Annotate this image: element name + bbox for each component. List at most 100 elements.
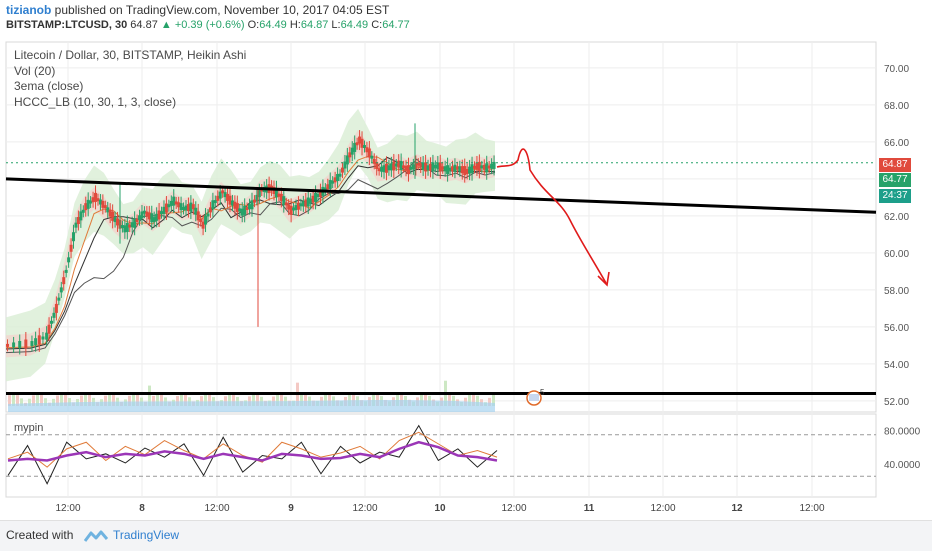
volume-bar xyxy=(224,396,227,406)
volume-bar xyxy=(204,394,207,406)
candle-body xyxy=(465,169,469,174)
legend-hccc[interactable]: HCCC_LB (10, 30, 1, 3, close) xyxy=(14,94,177,109)
volume-bar xyxy=(180,394,183,406)
volume-bar xyxy=(328,394,331,406)
candle-body xyxy=(355,142,359,146)
candle-body xyxy=(208,207,212,213)
volume-bar xyxy=(304,394,307,406)
candle-body xyxy=(147,212,151,220)
candle-body xyxy=(67,257,71,263)
volume-bar xyxy=(104,395,107,406)
candle-body xyxy=(81,209,85,213)
candle-body xyxy=(233,201,237,209)
oscillator-tick-label: 80.0000 xyxy=(884,427,921,438)
high-label: H: xyxy=(289,19,301,31)
candle-body xyxy=(218,191,222,199)
candle-body xyxy=(103,205,107,209)
candle-body xyxy=(150,213,154,223)
time-tick-label: 10 xyxy=(434,503,446,514)
price-chart[interactable]: 70.0068.0066.0064.0062.0060.0058.0056.00… xyxy=(0,0,932,520)
candle-body xyxy=(358,136,362,144)
candle-body xyxy=(431,162,435,172)
candle-body xyxy=(116,218,120,226)
envelope-band xyxy=(6,108,495,382)
candle-body xyxy=(94,192,98,202)
candle-body xyxy=(62,277,66,285)
candle-body xyxy=(421,162,425,170)
candle-body xyxy=(424,162,428,172)
candle-body xyxy=(184,205,188,211)
volume-bar xyxy=(276,394,279,406)
volume-bar xyxy=(80,395,83,406)
moving-average-line xyxy=(5,156,496,350)
time-tick-label: 12:00 xyxy=(204,503,229,514)
candle-body xyxy=(480,165,484,169)
legend-title[interactable]: Litecoin / Dollar, 30, BITSTAMP, Heikin … xyxy=(14,48,247,62)
footer-brand[interactable]: TradingView xyxy=(113,528,180,542)
candle-body xyxy=(194,207,198,215)
volume-bar xyxy=(40,395,43,406)
volume-bar xyxy=(68,398,71,406)
legend-vol[interactable]: Vol (20) xyxy=(14,63,56,78)
candle-body xyxy=(240,208,244,216)
volume-bar xyxy=(56,395,59,406)
candle-body xyxy=(402,165,406,169)
candle-body xyxy=(284,202,288,206)
candle-body xyxy=(138,215,142,221)
volume-bar xyxy=(64,394,67,406)
candle-body xyxy=(477,161,481,171)
candle-body xyxy=(314,192,318,202)
volume-bar xyxy=(476,395,479,406)
volume-bar xyxy=(156,394,159,406)
indicator-label[interactable]: mypin xyxy=(14,422,44,434)
volume-bar xyxy=(16,395,19,406)
candle-body xyxy=(250,200,254,210)
volume-bar xyxy=(424,394,427,406)
price-tick-label: 60.00 xyxy=(884,249,909,260)
candle-body xyxy=(155,213,159,221)
candle-body xyxy=(152,217,156,223)
candle-body xyxy=(411,164,415,170)
candle-body xyxy=(157,210,161,220)
volume-bar xyxy=(248,396,251,406)
volume-bar xyxy=(452,395,455,406)
candle-body xyxy=(186,204,190,212)
candle-body xyxy=(89,200,93,204)
candle-body xyxy=(34,338,38,346)
candle-body xyxy=(309,198,313,204)
candle-body xyxy=(299,203,303,207)
author-name[interactable]: tizianob xyxy=(6,3,52,17)
candle-body xyxy=(221,190,225,194)
volume-bar xyxy=(44,398,47,406)
candle-body xyxy=(482,164,486,170)
candle-body xyxy=(274,188,278,198)
candle-body xyxy=(409,166,413,170)
candle-body xyxy=(179,203,183,211)
candle-body xyxy=(448,167,452,171)
volume-bar xyxy=(492,394,495,406)
volume-bar xyxy=(352,394,355,406)
published-text: published on TradingView.com, November 1… xyxy=(54,3,390,17)
candle-body xyxy=(470,164,474,174)
time-tick-label: 12 xyxy=(731,503,743,514)
candle-body xyxy=(377,168,381,172)
candle-body xyxy=(206,213,210,217)
legend-ema[interactable]: 3ema (close) xyxy=(14,79,84,93)
volume-bar xyxy=(252,394,255,406)
candle-body xyxy=(490,163,494,169)
candle-body xyxy=(338,173,342,177)
candle-body xyxy=(367,148,371,158)
candle-body xyxy=(350,147,354,155)
time-tick-label: 12:00 xyxy=(799,503,824,514)
candle-body xyxy=(64,269,68,273)
countdown-tag: 24:37 xyxy=(879,189,911,203)
candle-body xyxy=(360,138,364,148)
candle-body xyxy=(196,211,200,221)
candle-body xyxy=(30,341,34,347)
candle-body xyxy=(384,163,388,173)
candle-body xyxy=(441,166,445,170)
time-tick-label: 12:00 xyxy=(55,503,80,514)
volume-bar xyxy=(136,394,139,406)
candle-body xyxy=(436,162,440,170)
time-tick-label: 9 xyxy=(288,503,294,514)
